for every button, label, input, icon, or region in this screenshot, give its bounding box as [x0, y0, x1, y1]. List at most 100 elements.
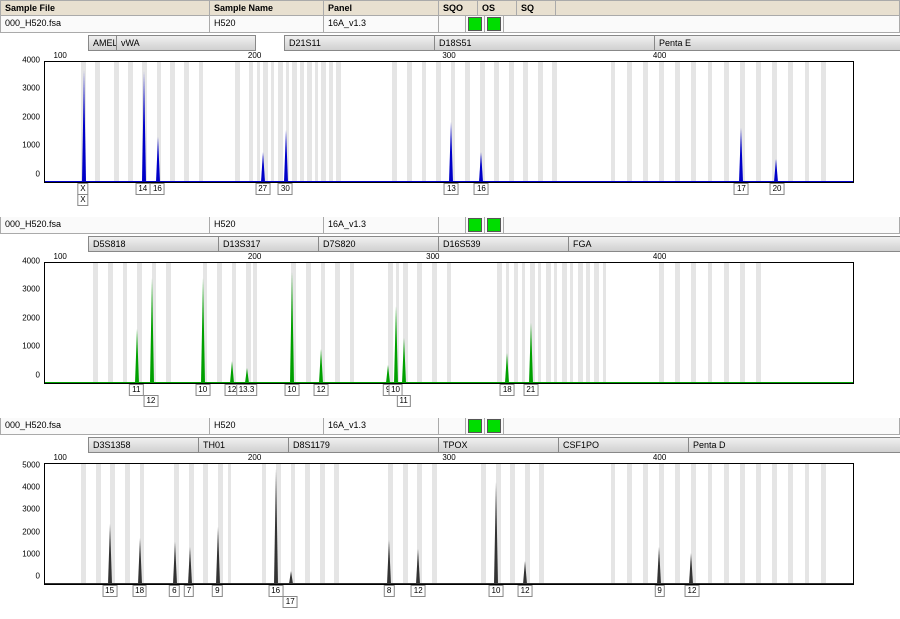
quality-indicator-cell [485, 217, 504, 233]
peak [290, 272, 294, 383]
peak [529, 323, 533, 383]
electropherogram-panel: 000_H520.fsaH52016A_v1.3 AMELvWAD21S11D18… [0, 16, 900, 205]
allele-call: 14 [135, 183, 150, 195]
peak [188, 547, 192, 584]
peak [387, 540, 391, 584]
peak [274, 469, 278, 584]
column-header: Panel [324, 1, 439, 15]
allele-call: 13 [444, 183, 459, 195]
locus-header-row: D5S818D13S317D7S820D16S539FGA [44, 236, 900, 252]
allele-call: 9 [212, 585, 222, 597]
peak [216, 527, 220, 584]
sqo-cell [439, 16, 466, 32]
allele-call: 18 [500, 384, 515, 396]
peak [386, 365, 390, 383]
meta-file: 000_H520.fsa [1, 217, 210, 233]
y-tick-label: 3000 [10, 505, 40, 514]
sqo-cell [439, 217, 466, 233]
electropherogram-plot [44, 463, 854, 585]
locus-label: D18S51 [434, 35, 664, 51]
y-tick-label: 3000 [10, 84, 40, 93]
peaks-layer [45, 263, 853, 383]
allele-call: 27 [255, 183, 270, 195]
peak [245, 368, 249, 383]
x-tick-label: 300 [426, 252, 439, 261]
allele-call: 10 [489, 585, 504, 597]
locus-label: D3S1358 [88, 437, 208, 453]
locus-header-row: AMELvWAD21S11D18S51Penta E [44, 35, 900, 51]
allele-call: 10 [284, 384, 299, 396]
quality-indicator-icon [487, 419, 501, 433]
meta-file: 000_H520.fsa [1, 16, 210, 32]
chart-wrap: 010002000300040005000 [44, 463, 854, 585]
baseline [45, 382, 853, 383]
quality-indicator-icon [468, 17, 482, 31]
locus-label: D7S820 [318, 236, 448, 252]
y-tick-label: 5000 [10, 460, 40, 469]
sample-meta-row: 000_H520.fsaH52016A_v1.3 [0, 16, 900, 33]
allele-call-row: XX1416273013161720 [44, 183, 854, 205]
allele-call: 12 [143, 395, 158, 407]
peak [319, 349, 323, 383]
sample-meta-row: 000_H520.fsaH52016A_v1.3 [0, 217, 900, 234]
allele-call: 7 [184, 585, 194, 597]
x-tick-label: 100 [54, 453, 67, 462]
peak [479, 152, 483, 182]
meta-panel: 16A_v1.3 [324, 217, 439, 233]
peak [394, 306, 398, 383]
peak [449, 122, 453, 182]
meta-name: H520 [210, 217, 324, 233]
chart-wrap: 01000200030004000 [44, 61, 854, 183]
x-tick-label: 100 [54, 252, 67, 261]
peak [173, 542, 177, 584]
quality-indicator-cell [485, 418, 504, 434]
peak [402, 338, 406, 383]
y-tick-label: 2000 [10, 527, 40, 536]
allele-call: 6 [169, 585, 179, 597]
peak [138, 538, 142, 584]
meta-file: 000_H520.fsa [1, 418, 210, 434]
peak [284, 130, 288, 182]
allele-call: 21 [523, 384, 538, 396]
meta-name: H520 [210, 418, 324, 434]
x-axis: 100200300400 [44, 453, 854, 463]
column-header: SQ [517, 1, 556, 15]
quality-indicator-cell [466, 16, 485, 32]
locus-label: Penta E [654, 35, 900, 51]
locus-label: FGA [568, 236, 900, 252]
baseline [45, 583, 853, 584]
meta-name: H520 [210, 16, 324, 32]
quality-indicator-icon [468, 218, 482, 232]
x-tick-label: 200 [248, 453, 261, 462]
x-axis: 100200300400 [44, 252, 854, 262]
peak [142, 71, 146, 182]
y-tick-label: 2000 [10, 112, 40, 121]
x-tick-label: 200 [248, 51, 261, 60]
allele-call: 12 [411, 585, 426, 597]
peak [739, 128, 743, 182]
y-axis: 01000200030004000 [10, 262, 40, 384]
electropherogram-panel: 000_H520.fsaH52016A_v1.3D3S1358TH01D8S11… [0, 418, 900, 607]
peaks-layer [45, 62, 853, 182]
peak [289, 571, 293, 584]
y-tick-label: 4000 [10, 256, 40, 265]
locus-label: D5S818 [88, 236, 228, 252]
sample-meta-row: 000_H520.fsaH52016A_v1.3 [0, 418, 900, 435]
allele-call: 12 [518, 585, 533, 597]
allele-call: 20 [770, 183, 785, 195]
allele-call: 16 [474, 183, 489, 195]
x-tick-label: 100 [54, 51, 67, 60]
y-tick-label: 1000 [10, 549, 40, 558]
y-tick-label: 4000 [10, 55, 40, 64]
y-axis: 01000200030004000 [10, 61, 40, 183]
peak [150, 278, 154, 383]
column-header: OS [478, 1, 517, 15]
locus-label: D21S11 [284, 35, 444, 51]
meta-panel: 16A_v1.3 [324, 418, 439, 434]
quality-indicator-icon [487, 17, 501, 31]
peaks-layer [45, 464, 853, 584]
peak [774, 159, 778, 182]
allele-call: 10 [195, 384, 210, 396]
allele-call: 17 [734, 183, 749, 195]
peak [82, 70, 86, 182]
